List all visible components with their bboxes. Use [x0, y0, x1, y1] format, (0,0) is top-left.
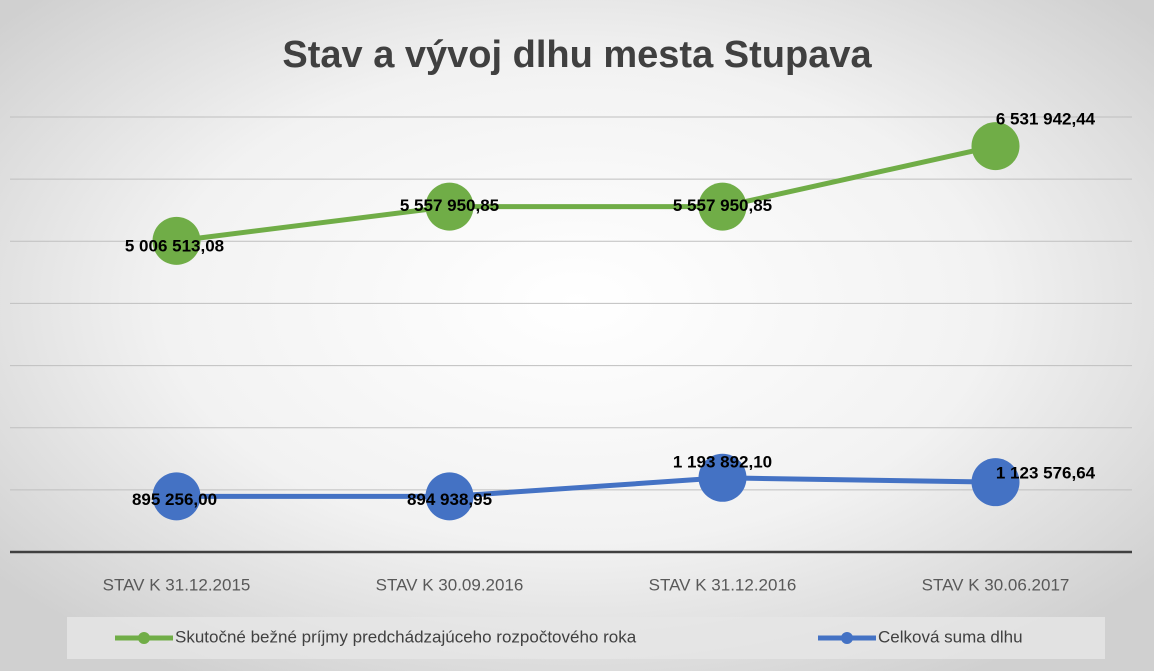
x-tick-label: STAV K 31.12.2016 [649, 575, 797, 594]
marker [152, 216, 201, 265]
x-tick-label: STAV K 30.09.2016 [376, 575, 524, 594]
data-label: 895 256,00 [132, 490, 217, 509]
data-label: 1 123 576,64 [996, 464, 1096, 483]
data-label: 5 557 950,85 [400, 196, 499, 215]
legend-box [67, 617, 1105, 659]
x-tick-label: STAV K 30.06.2017 [922, 575, 1070, 594]
data-label: 1 193 892,10 [673, 452, 772, 471]
marker [971, 458, 1020, 507]
legend-marker [841, 632, 853, 644]
series-line [176, 143, 997, 244]
legend-marker [138, 632, 150, 644]
legend-label: Skutočné bežné príjmy predchádzajúceho r… [175, 627, 637, 646]
marker [698, 182, 747, 231]
marker [698, 453, 747, 502]
data-label: 894 938,95 [407, 490, 492, 509]
marker [971, 122, 1020, 171]
data-label: 5 557 950,85 [673, 196, 772, 215]
legend-label: Celková suma dlhu [878, 627, 1023, 646]
data-label: 5 006 513,08 [125, 236, 224, 255]
marker [425, 472, 474, 521]
data-label: 6 531 942,44 [996, 110, 1096, 129]
series-line [176, 475, 996, 499]
marker [152, 472, 201, 521]
x-tick-label: STAV K 31.12.2015 [103, 575, 251, 594]
chart-title: Stav a vývoj dlhu mesta Stupava [282, 34, 872, 76]
marker [425, 182, 474, 231]
